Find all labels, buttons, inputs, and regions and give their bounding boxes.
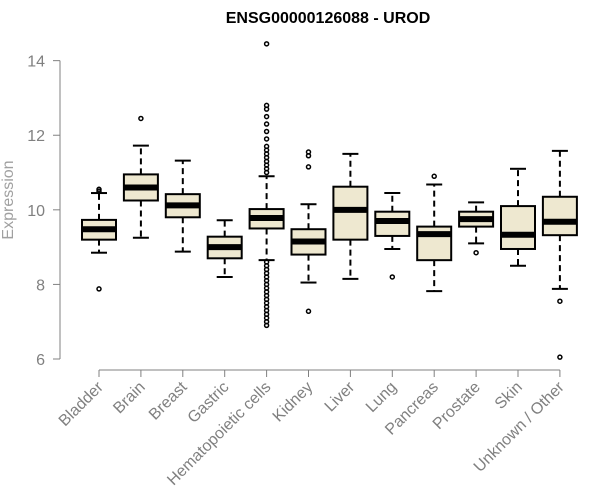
x-tick-label: Kidney <box>270 379 317 426</box>
x-tick-label: Brain <box>110 379 148 417</box>
box-group-lung <box>374 192 411 280</box>
outlier-point <box>263 113 270 120</box>
outlier-point <box>557 298 563 304</box>
box-group-unknown-other <box>541 149 578 360</box>
outlier-point <box>263 121 270 127</box>
plot-area <box>81 41 578 360</box>
y-tick-label: 10 <box>27 203 45 220</box>
x-tick-label: Lung <box>363 379 400 416</box>
x-tick-label: Skin <box>492 379 526 413</box>
y-axis-title: Expression <box>0 160 17 239</box>
box-group-skin <box>500 167 536 267</box>
outlier-point <box>263 41 270 47</box>
box-group-liver <box>332 152 369 280</box>
chart-title: ENSG00000126088 - UROD <box>226 10 431 27</box>
box-group-gastric <box>206 219 243 278</box>
box-group-brain <box>122 115 159 239</box>
outlier-point <box>389 274 396 280</box>
box-group-breast <box>164 159 201 253</box>
iqr-box <box>332 185 369 241</box>
outlier-point <box>431 173 437 180</box>
outlier-point <box>263 169 270 176</box>
x-tick-label: Breast <box>146 378 191 423</box>
box-group-bladder <box>81 186 117 292</box>
outlier-point <box>96 286 102 292</box>
box-group-pancreas <box>416 173 453 293</box>
y-tick-label: 6 <box>36 352 45 369</box>
y-tick-label: 8 <box>36 277 45 294</box>
outlier-point <box>96 186 102 193</box>
y-tick-label: 14 <box>27 54 45 71</box>
outlier-point <box>263 322 270 329</box>
box-group-hematopoietic-cells <box>248 41 285 329</box>
box-group-prostate <box>458 201 495 256</box>
outlier-point <box>138 115 144 122</box>
outlier-point <box>305 152 312 159</box>
outlier-point <box>473 249 479 256</box>
outlier-point <box>263 106 270 112</box>
x-tick-label: Bladder <box>56 378 107 429</box>
iqr-box <box>541 195 578 237</box>
box-group-kidney <box>290 149 327 315</box>
x-tick-label: Liver <box>322 378 359 415</box>
outlier-point <box>305 164 312 170</box>
outlier-point <box>263 128 270 135</box>
iqr-box <box>500 205 536 250</box>
outlier-point <box>557 354 563 360</box>
outlier-point <box>263 136 270 142</box>
y-tick-label: 12 <box>27 128 45 145</box>
y-axis: 6 8 10 12 14 <box>27 54 61 369</box>
outlier-point <box>305 308 312 315</box>
